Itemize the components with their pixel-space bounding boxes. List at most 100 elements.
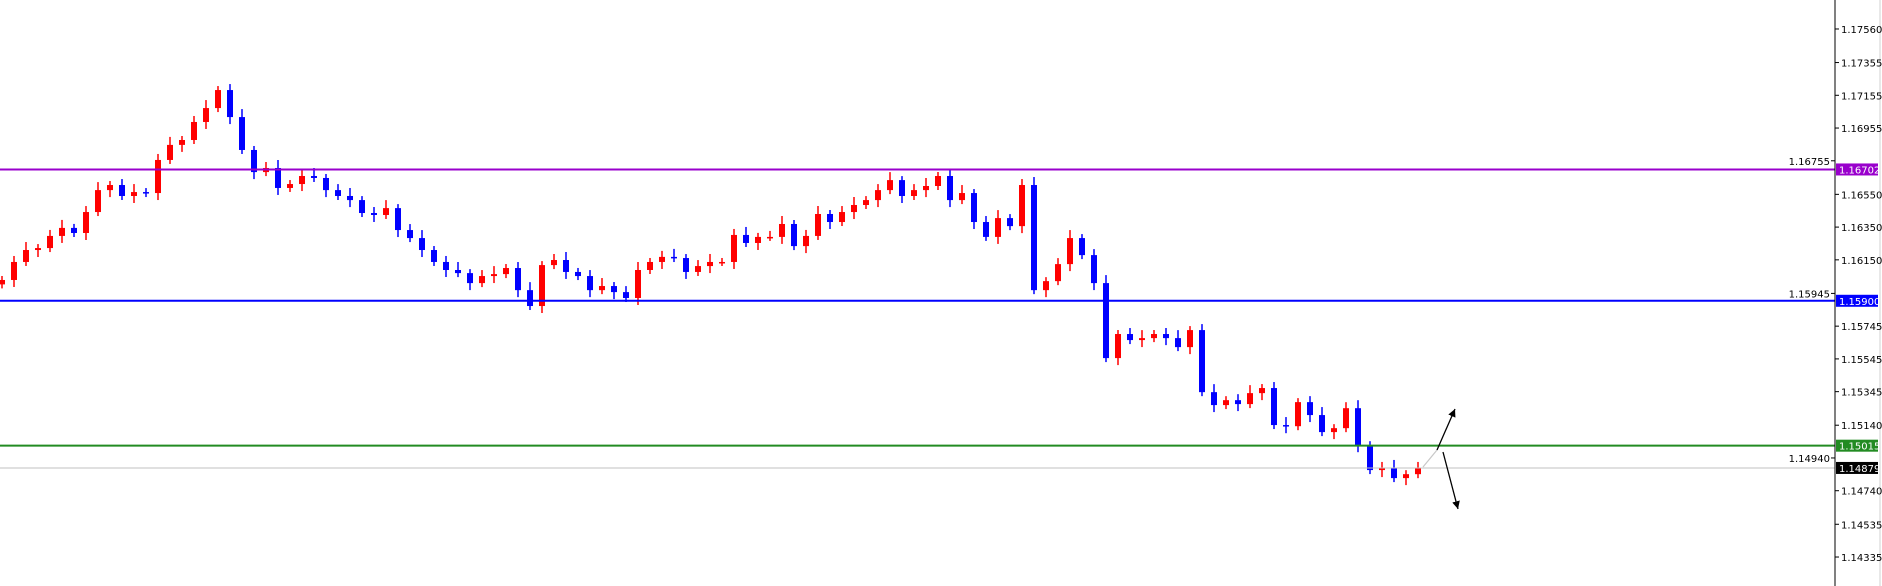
candle (1115, 330, 1121, 366)
candle (1415, 461, 1421, 479)
candle-body (827, 213, 833, 223)
tick-label: 1.15545 (1841, 355, 1882, 366)
candle (683, 254, 689, 279)
candle-body (455, 269, 461, 274)
candle-body (1103, 283, 1109, 359)
candle-body (467, 273, 473, 284)
candle-body (407, 230, 413, 239)
level-label: 1.15015 (1839, 442, 1880, 453)
candle (743, 226, 749, 247)
level-label: 1.16702 (1839, 165, 1880, 176)
candle (335, 184, 341, 200)
candle (95, 182, 101, 217)
candle (1295, 398, 1301, 431)
candle-body (911, 190, 917, 196)
candle (0, 275, 5, 289)
candle (1391, 459, 1397, 483)
candle-body (791, 223, 797, 247)
candle-body (491, 274, 497, 277)
candle-body (539, 265, 545, 307)
candle (1271, 382, 1277, 430)
level-label-bg (1836, 294, 1878, 307)
candle (899, 176, 905, 203)
candle (395, 204, 401, 238)
candle (851, 196, 857, 220)
candle (779, 215, 785, 244)
candle (443, 255, 449, 277)
candle-body (95, 190, 101, 213)
candles-layer (0, 84, 1421, 486)
candle (611, 282, 617, 300)
candle-body (1283, 425, 1289, 427)
candle-body (947, 176, 953, 201)
candle (1307, 396, 1313, 423)
candle-body (563, 260, 569, 272)
candle (59, 219, 65, 243)
candle (1343, 402, 1349, 433)
candle (1247, 385, 1253, 409)
candle (23, 242, 29, 266)
candle-body (167, 144, 173, 160)
candle-body (83, 212, 89, 233)
candle (1235, 394, 1241, 412)
candle-body (1031, 185, 1037, 291)
candle (275, 159, 281, 195)
candle-body (851, 204, 857, 213)
candle-body (1235, 400, 1241, 405)
candle-body (59, 227, 65, 236)
candle-body (35, 248, 41, 251)
tick-label: 1.16955 (1841, 124, 1882, 135)
candle-body (611, 286, 617, 293)
candle-body (1271, 388, 1277, 426)
level-label: 1.14879 (1839, 464, 1880, 475)
candle-body (287, 184, 293, 188)
candle-body (515, 268, 521, 291)
candle (1259, 384, 1265, 401)
candle (1139, 330, 1145, 348)
candle-body (1019, 185, 1025, 227)
candle-body (1379, 467, 1385, 471)
candle-body (1355, 408, 1361, 446)
candle-body (1307, 402, 1313, 416)
candle-body (11, 261, 17, 280)
candle-body (923, 186, 929, 191)
candle-body (503, 268, 509, 275)
candle-body (635, 269, 641, 298)
candle (83, 206, 89, 240)
candle-body (0, 279, 5, 285)
candle-body (1055, 264, 1061, 282)
level-label: 1.15900 (1839, 297, 1880, 308)
candle (527, 282, 533, 311)
candle-body (839, 212, 845, 223)
horizontal-levels-layer: 1.16702 1.15900 1.15015 1.14879 (0, 163, 1880, 475)
candle (587, 270, 593, 298)
candle (143, 188, 149, 198)
candle-body (1415, 467, 1421, 475)
candle-body (647, 261, 653, 270)
candle-body (875, 190, 881, 201)
tick-label: 1.14940 (1789, 454, 1830, 465)
candle (995, 210, 1001, 244)
candle-body (767, 236, 773, 239)
arrow-down-icon (1442, 451, 1460, 510)
candle (719, 257, 725, 266)
candle-body (1211, 392, 1217, 406)
candle-body (695, 266, 701, 272)
tick-label: 1.16755 (1789, 157, 1830, 168)
candle-body (179, 139, 185, 145)
candle (1091, 249, 1097, 291)
candle (635, 261, 641, 305)
candle (1403, 470, 1409, 486)
candle (791, 219, 797, 251)
tick-label: 1.17560 (1841, 25, 1882, 36)
candle-body (251, 149, 257, 173)
candle (1019, 179, 1025, 234)
price-axis[interactable]: 1.17560 1.17355 1.17155 1.16955 1.16755 1.165… (1789, 25, 1882, 564)
candle-body (227, 90, 233, 118)
candle-body (347, 195, 353, 201)
level-label-bg (1836, 439, 1878, 452)
candle (971, 189, 977, 230)
candle-body (1343, 408, 1349, 429)
candle (695, 260, 701, 276)
